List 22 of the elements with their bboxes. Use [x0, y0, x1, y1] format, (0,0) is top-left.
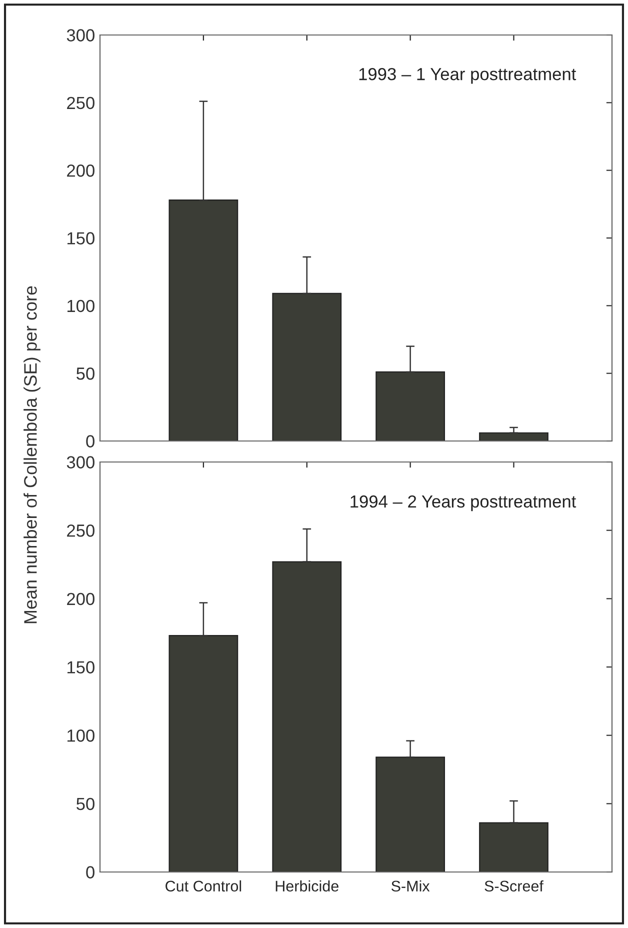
y-tick-label: 200: [67, 592, 94, 606]
y-tick-label: 0: [86, 866, 94, 878]
x-tick-label: Cut Control: [166, 880, 242, 892]
y-tick-label: 200: [67, 164, 94, 177]
y-tick-label: 100: [68, 300, 94, 312]
y-tick-label: 150: [68, 232, 94, 244]
y-tick-label: 150: [68, 661, 94, 674]
y-tick-label: 50: [76, 368, 94, 380]
y-tick-label: 50: [76, 798, 94, 810]
x-tick-label: Herbicide: [276, 880, 338, 892]
y-tick-label: 250: [67, 96, 94, 110]
y-axis-title: Mean number of Collembola (SE) per core: [24, 286, 40, 624]
annotation: 1994 – 2 Years posttreatment: [350, 495, 576, 512]
y-tick-label: 0: [86, 435, 94, 448]
x-tick-label: S-Mix: [391, 880, 430, 892]
y-tick-label: 100: [68, 730, 94, 742]
y-tick-label: 300: [66, 456, 94, 468]
annotation: 1993 – 1 Year posttreatment: [359, 68, 576, 84]
x-tick-label: S-Screef: [484, 880, 544, 892]
bar: [479, 432, 548, 441]
y-tick-label: 250: [67, 524, 94, 537]
y-tick-label: 300: [66, 29, 94, 42]
